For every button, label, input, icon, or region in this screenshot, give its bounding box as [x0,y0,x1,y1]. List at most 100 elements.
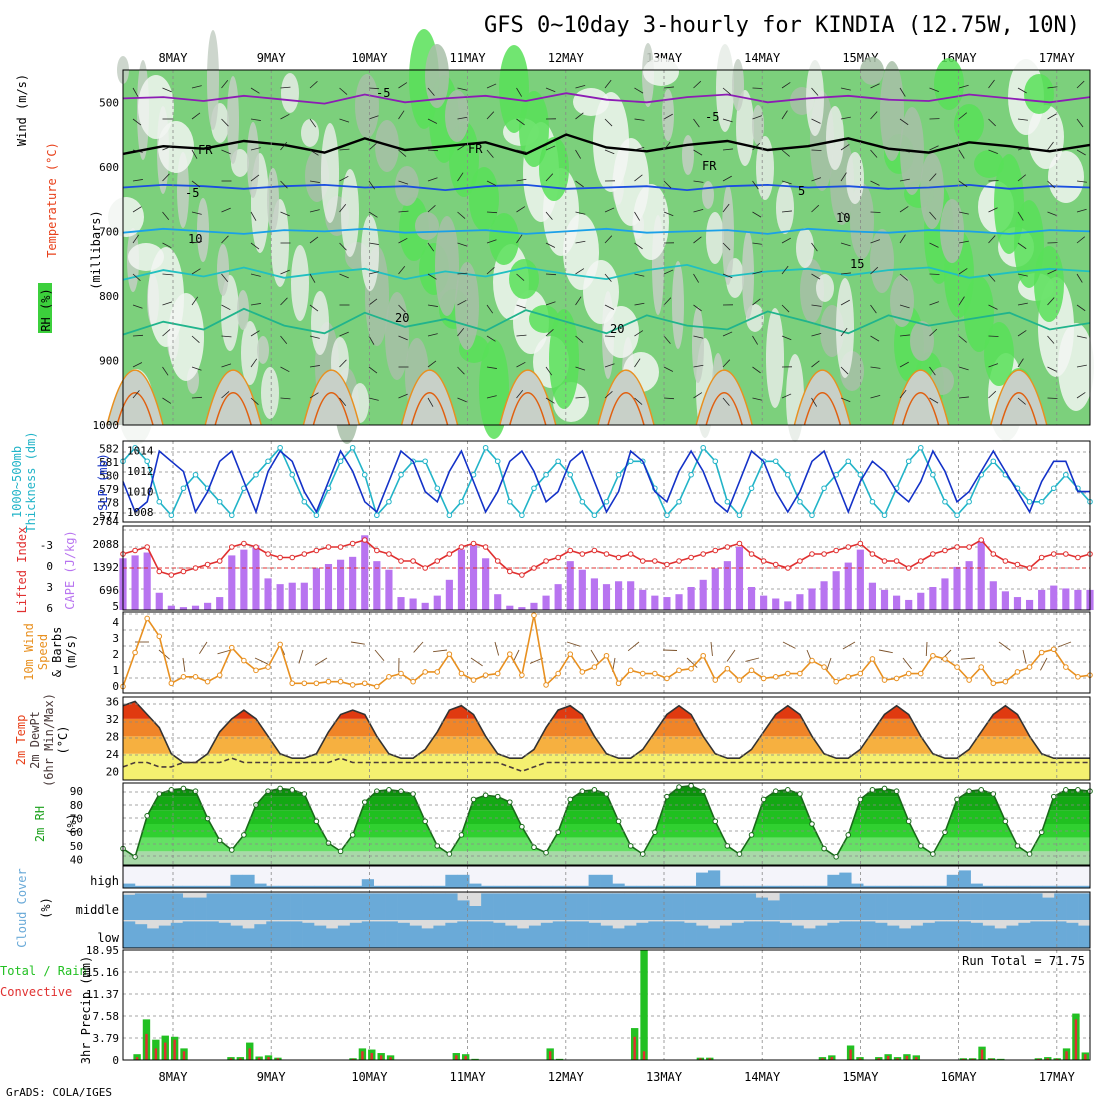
wind-barb [339,242,347,251]
wind-barb [958,211,969,215]
cape-bar [844,562,852,610]
wind-barb [486,395,497,399]
wind-barb [398,149,407,157]
rh2m-line-marker [905,818,912,825]
wind-barb [1017,87,1027,94]
precip-tick: 0 [112,1054,119,1067]
wind-barb [634,174,643,182]
temp-tick: 32 [106,713,119,726]
rh2m-line-marker [869,787,876,793]
cloud-cell-high [910,885,924,888]
lifted-index-line-marker [591,547,598,554]
lifted-index-line-marker [228,544,235,550]
rh-shade [742,231,754,319]
rh2m-line-marker [1050,793,1057,800]
wind-barb [427,118,438,124]
wind-barb [575,112,584,120]
wind-barb [634,147,645,151]
wind-tick: 2 [112,648,119,661]
wind-barb [899,389,907,399]
surface-wind-barb [198,641,208,654]
thickness-line-marker [253,471,259,478]
lifted-index-line-marker [555,554,561,561]
wind-barb [457,366,465,375]
wind-speed-line-marker [785,670,791,677]
lifted-index-line-marker [446,551,453,557]
cloud-level-label: low [97,931,119,945]
wind-barb [545,242,556,248]
wind-barb [722,175,732,182]
cloud-cell-high [815,885,828,888]
cloud-cell-middle [863,893,876,920]
cloud-cell-middle [1006,893,1019,920]
lifted-index-line-marker [531,565,537,571]
rh2m-line-marker [228,847,235,853]
rh-shade [227,76,239,164]
cloud-cell-high [123,883,136,888]
wind-speed-line-marker [192,674,199,680]
cape-bar [240,549,248,610]
pressure-tick: 900 [99,354,119,367]
lifted-index-line [122,538,1091,576]
rh-shade [880,61,904,161]
wind-barb [575,180,584,188]
cloud-cell-middle [839,893,852,920]
cloud-cell-low [290,921,303,948]
wind-barb [958,366,969,371]
thickness-line-marker [543,471,549,478]
wind-barb [132,390,140,399]
cloud-cell-high [206,885,219,888]
wind-speed-line-marker [156,633,163,640]
cape-bar [615,581,623,610]
cape-bar [155,592,163,610]
pressure-tick: 1000 [93,419,120,432]
surface-wind-barb [217,649,232,655]
rh2m-line-marker [555,829,561,836]
cloud-cell-low [194,921,207,948]
cloud-cell-high [564,885,577,888]
cloud-cell-low [206,921,219,948]
thickness-line-marker [192,471,199,478]
wind-barb [604,363,615,368]
rh-shade [221,275,239,351]
thickness-line-marker [990,458,997,465]
wind-barb [250,174,260,182]
cape-bar [699,579,707,610]
rh-shade [257,336,269,364]
rh-shade [816,274,834,302]
surface-wind-barb [350,641,365,645]
thickness-line-marker [724,498,731,505]
wind-barb [958,180,968,188]
cloud-cell-low [803,928,816,948]
wind-barb [398,335,408,341]
precip-convective-bar [154,1048,158,1060]
cape-bar [735,546,744,610]
lifted-index-line-marker [942,547,948,554]
cloud-cell-high [146,885,160,888]
precip-convective-bar [379,1055,383,1060]
wind-barb [250,273,261,277]
cape-bar [276,584,284,610]
wind-barb [752,242,763,245]
cape-bar [772,598,780,610]
rh2m-line-marker [652,829,658,836]
wind-barb [988,235,996,244]
precip-convective-bar [896,1058,899,1060]
rh-shade [964,276,994,352]
wind-speed-line-marker [748,667,755,674]
wind-speed-line-marker [422,669,428,675]
lifted-index-line-marker [821,551,827,557]
wind-barb [958,240,969,244]
wind-barb [516,149,527,153]
wind-barb [132,304,143,309]
wind-barb [722,331,733,337]
cloud-cell-middle [636,893,649,920]
cloud-cell-middle [970,893,983,920]
cape-bar [1013,597,1022,610]
cloud-cell-middle [146,893,160,920]
cloud-cell-middle [290,893,303,920]
rh-band [123,796,1090,811]
rh-shade [920,153,944,229]
cloud-cell-low [815,925,828,948]
y-axis-title: (°C) [56,726,70,755]
